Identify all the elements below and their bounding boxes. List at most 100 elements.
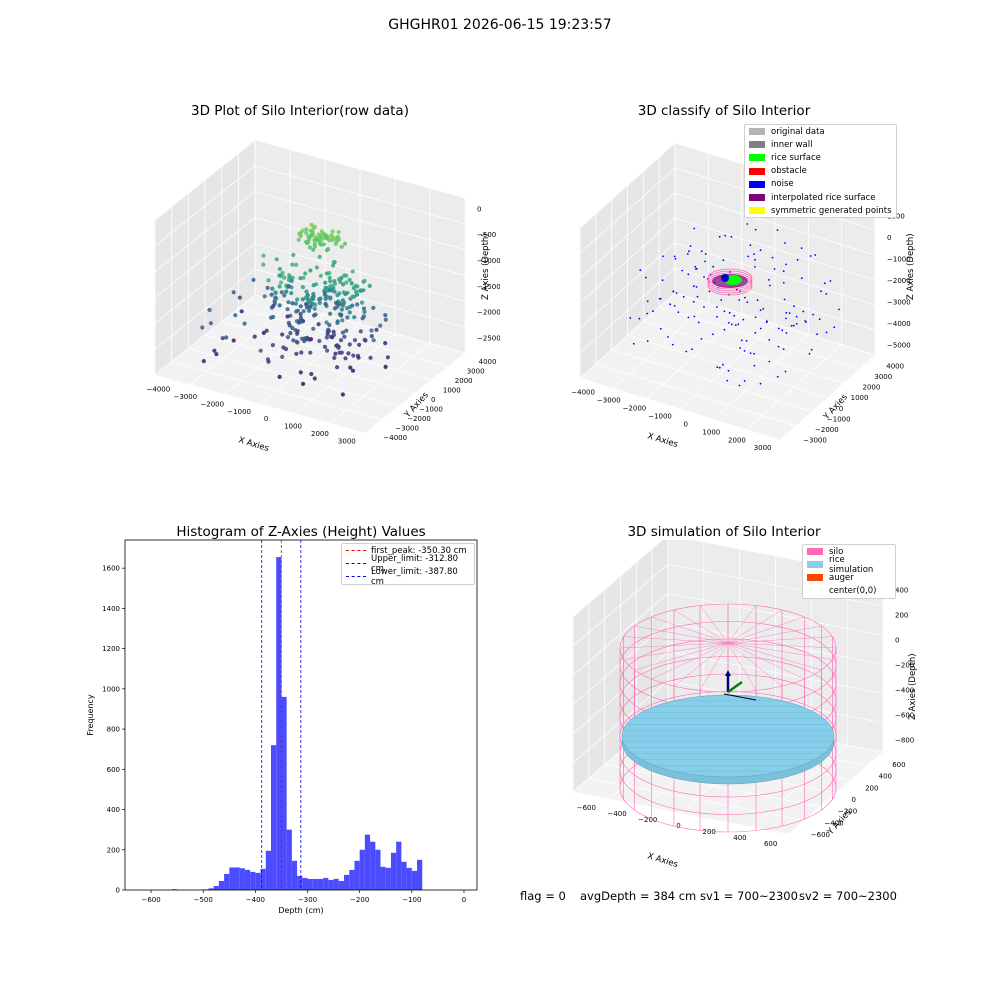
noise-point — [673, 255, 676, 258]
noise-point — [785, 317, 787, 320]
legend-label: obstacle — [771, 166, 807, 177]
histogram-bar — [401, 861, 407, 890]
noise-point — [688, 250, 690, 253]
noise-point — [777, 345, 780, 348]
y-tick-label: 400 — [879, 773, 892, 781]
data-point — [304, 302, 309, 307]
data-point — [265, 285, 270, 290]
z-tick-label: −4000 — [887, 320, 911, 328]
data-point — [324, 320, 329, 325]
data-point — [282, 293, 287, 298]
data-point — [290, 262, 295, 267]
noise-point — [818, 318, 821, 321]
data-point — [298, 370, 303, 375]
data-point — [294, 339, 299, 344]
data-point — [304, 227, 309, 232]
silo-roof-wire — [727, 642, 757, 691]
legend-swatch — [807, 561, 823, 569]
noise-point — [677, 311, 680, 314]
noise-point — [753, 364, 756, 367]
data-point — [317, 300, 322, 305]
grid-line — [572, 540, 663, 618]
noise-point — [646, 312, 649, 315]
data-point — [286, 320, 291, 325]
legend-label: original data — [771, 126, 825, 137]
data-point — [201, 359, 206, 364]
data-point — [344, 328, 349, 333]
y-tick-label: −1000 — [419, 406, 443, 414]
x-tick-label: −4000 — [147, 385, 171, 393]
legend-swatch — [749, 167, 765, 175]
y-tick-label: 1000 — [443, 386, 461, 394]
histogram-bar — [276, 557, 282, 890]
noise-point — [724, 234, 727, 237]
y-tick-label: 600 — [892, 761, 905, 769]
noise-point — [754, 266, 756, 268]
legend-item: interpolated rice surface — [745, 191, 896, 204]
noise-point — [784, 370, 787, 373]
data-point — [316, 238, 321, 243]
histogram-bar — [349, 869, 355, 890]
data-point — [294, 262, 299, 267]
data-point — [265, 357, 270, 362]
histogram-bar — [380, 866, 386, 890]
noise-point — [689, 245, 692, 247]
data-point — [295, 297, 300, 302]
data-point — [335, 320, 340, 325]
silo-roof-wire — [673, 642, 729, 687]
data-point — [266, 278, 271, 283]
noise-point — [712, 333, 714, 336]
grid-line — [779, 354, 876, 441]
noise-point — [825, 331, 828, 334]
data-point — [356, 355, 361, 360]
silo-ring — [707, 272, 753, 292]
legend-line — [346, 563, 366, 565]
noise-point — [667, 336, 669, 338]
noise-point — [782, 270, 785, 272]
x-tick-label: −1000 — [648, 412, 672, 420]
noise-point — [738, 384, 741, 387]
data-point — [332, 281, 338, 286]
noise-point — [687, 273, 690, 276]
data-point — [350, 294, 355, 299]
data-point — [358, 288, 364, 293]
histogram-bar — [328, 879, 334, 890]
data-point — [293, 301, 298, 306]
data-point — [224, 335, 229, 340]
histogram-bar — [344, 874, 350, 890]
noise-point — [792, 324, 795, 327]
noise-point — [716, 366, 719, 368]
noise-point — [785, 263, 787, 266]
data-point — [268, 315, 274, 320]
noise-point — [777, 327, 780, 330]
grid-line — [154, 139, 256, 221]
data-point — [330, 335, 335, 340]
histogram-bar — [281, 696, 287, 890]
histogram-bar — [234, 867, 240, 890]
histogram-bar — [396, 841, 402, 890]
legend-item: symmetric generated points — [745, 204, 896, 217]
noise-point — [662, 255, 664, 258]
noise-point — [769, 284, 771, 287]
data-point — [324, 335, 329, 340]
panel2-legend: original data inner wall rice surface ob… — [744, 124, 897, 219]
data-point — [304, 230, 309, 236]
noise-point — [692, 285, 695, 288]
legend-label: center(0,0) — [829, 586, 877, 597]
data-point — [325, 247, 331, 252]
noise-point — [718, 235, 721, 238]
status-sv1: sv1 = 700~2300 — [700, 889, 798, 903]
x-axis-label: X Axies — [646, 851, 679, 870]
noise-point — [669, 303, 672, 306]
data-point — [304, 289, 309, 294]
data-point — [352, 315, 357, 320]
data-point — [340, 392, 345, 397]
data-point — [300, 297, 305, 302]
data-point — [326, 327, 331, 332]
noise-point — [838, 308, 840, 311]
data-point — [294, 309, 299, 314]
data-point — [368, 355, 373, 360]
data-point — [291, 252, 296, 257]
noise-point — [746, 301, 749, 303]
x-tick-label: 200 — [703, 828, 716, 836]
